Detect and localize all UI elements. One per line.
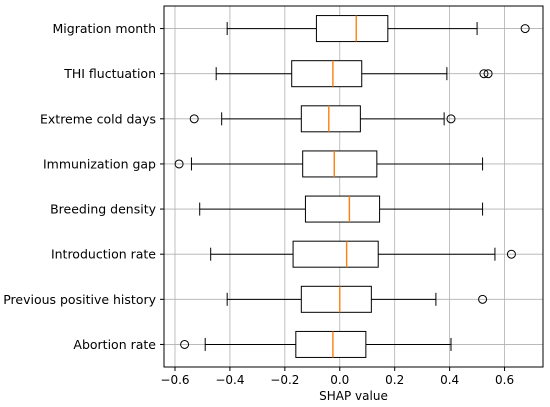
category-label: Breeding density (50, 202, 156, 217)
box-group (180, 330, 452, 358)
iqr-box (300, 285, 372, 313)
outlier-point (180, 339, 190, 349)
category-label: THI fluctuation (63, 66, 156, 81)
x-axis-label: SHAP value (319, 389, 388, 403)
iqr-box (295, 330, 367, 358)
outlier-point (446, 114, 456, 124)
x-tick-label: 0.2 (385, 373, 404, 387)
category-label: Extreme cold days (40, 111, 156, 126)
x-tick-label: 0.6 (495, 373, 514, 387)
category-label: Immunization gap (43, 156, 156, 171)
plot-frame (163, 5, 544, 368)
box-layer (174, 15, 530, 358)
box-group (215, 60, 493, 88)
x-tick-label: −0.4 (215, 373, 244, 387)
box-group (226, 15, 530, 43)
category-label: Abortion rate (73, 337, 156, 352)
x-axis: −0.6 −0.4 −0.2 0.0 0.2 0.4 0.6 (160, 28, 514, 387)
grid-layer (164, 6, 543, 367)
box-group (174, 150, 484, 178)
category-label: Introduction rate (51, 247, 156, 262)
x-tick-label: −0.6 (160, 373, 189, 387)
iqr-box (315, 15, 389, 43)
outlier-point (506, 249, 516, 259)
category-label: Migration month (53, 21, 156, 36)
outlier-point (520, 24, 530, 34)
x-tick-label: 0.4 (440, 373, 459, 387)
iqr-box (300, 105, 361, 133)
outlier-point (189, 114, 199, 124)
category-label: Previous positive history (3, 292, 156, 307)
x-tick-label: 0.0 (330, 373, 349, 387)
iqr-box (292, 240, 379, 268)
box-group (199, 195, 484, 223)
outlier-point (478, 294, 488, 304)
iqr-box (304, 195, 381, 223)
category-labels: Migration month THI fluctuation Extreme co… (3, 21, 156, 352)
outlier-point (174, 159, 184, 169)
box-group (226, 285, 488, 313)
x-tick-label: −0.2 (270, 373, 299, 387)
iqr-box (291, 60, 363, 88)
outlier-point (479, 69, 489, 79)
iqr-box (302, 150, 378, 178)
box-group (189, 105, 456, 133)
outlier-point (483, 69, 493, 79)
box-group (210, 240, 516, 268)
